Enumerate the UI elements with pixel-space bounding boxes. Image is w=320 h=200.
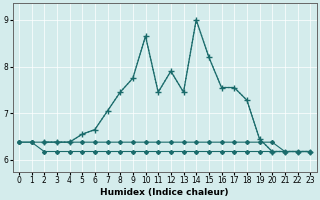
X-axis label: Humidex (Indice chaleur): Humidex (Indice chaleur) (100, 188, 229, 197)
